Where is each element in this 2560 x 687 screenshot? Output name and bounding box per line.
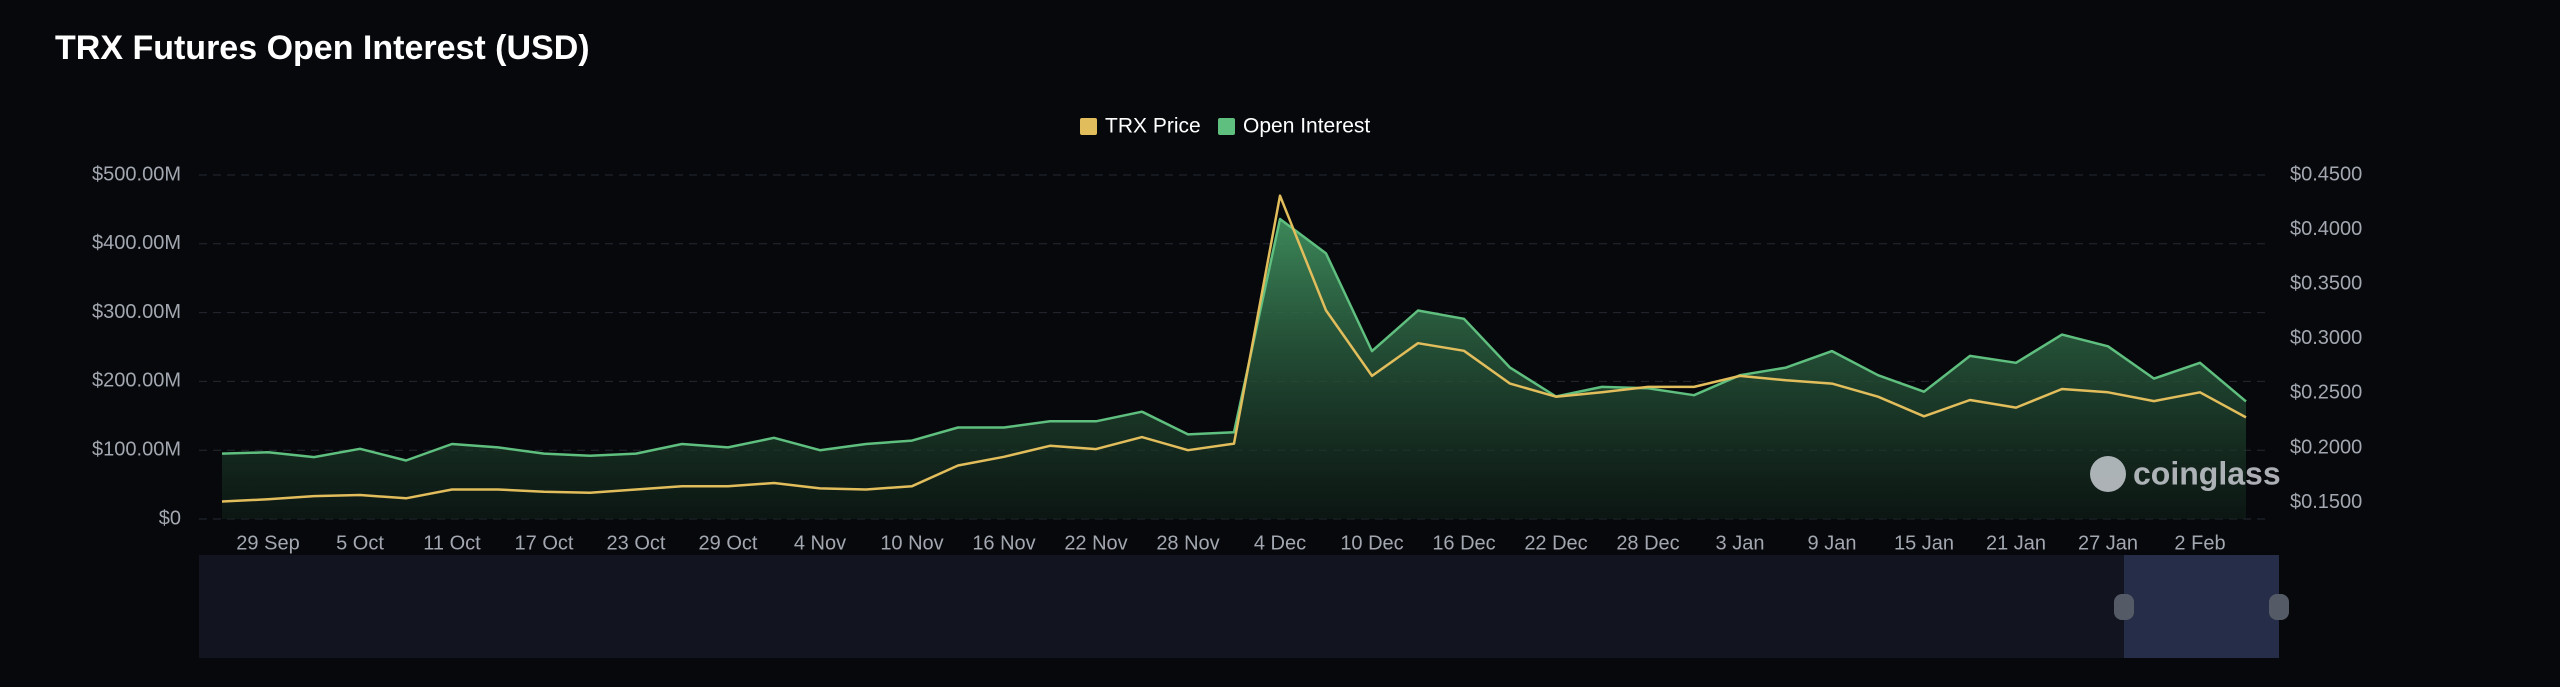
y-tick-label: $300.00M [92, 301, 181, 323]
area [222, 219, 2246, 519]
x-tick-label: 11 Oct [423, 532, 481, 554]
legend-label[interactable]: TRX Price [1105, 115, 1201, 138]
watermark: coinglass [2133, 455, 2281, 491]
x-tick-label: 17 Oct [515, 532, 574, 554]
navigator [199, 555, 2279, 658]
y-tick-label: $200.00M [92, 370, 181, 392]
y2-tick-label: $0.3500 [2290, 272, 2362, 294]
legend-swatch [1080, 118, 1097, 135]
x-tick-label: 10 Nov [880, 532, 943, 554]
chart-title: TRX Futures Open Interest (USD) [55, 29, 590, 67]
x-tick-label: 4 Dec [1254, 532, 1306, 554]
x-tick-label: 23 Oct [607, 532, 666, 554]
x-tick-label: 9 Jan [1808, 532, 1857, 554]
x-tick-label: 2 Feb [2174, 532, 2225, 554]
x-tick-label: 16 Nov [972, 532, 1035, 554]
x-tick-label: 16 Dec [1432, 532, 1495, 554]
y-tick-label: $500.00M [92, 163, 181, 185]
x-tick-label: 29 Oct [699, 532, 758, 554]
x-tick-label: 15 Jan [1894, 532, 1954, 554]
navigator-handle [2269, 594, 2289, 620]
legend-swatch [1218, 118, 1235, 135]
y2-tick-label: $0.2000 [2290, 436, 2362, 458]
line [221, 217, 2247, 462]
y2-tick-label: $0.2500 [2290, 382, 2362, 404]
y2-tick-label: $0.3000 [2290, 327, 2362, 349]
y-tick-label: $400.00M [92, 232, 181, 254]
y-tick-label: $100.00M [92, 438, 181, 460]
x-tick-label: 27 Jan [2078, 532, 2138, 554]
x-tick-label: 5 Oct [336, 532, 384, 554]
line [221, 194, 2247, 503]
navigator-handle [2114, 594, 2134, 620]
x-tick-label: 4 Nov [794, 532, 846, 554]
watermark-logo [2090, 456, 2126, 492]
x-tick-label: 22 Dec [1524, 532, 1587, 554]
y-tick-label: $0 [159, 507, 181, 529]
legend-label[interactable]: Open Interest [1243, 115, 1370, 138]
navigator-selection [2124, 555, 2279, 658]
y2-tick-label: $0.4000 [2290, 218, 2362, 240]
y2-tick-label: $0.1500 [2290, 491, 2362, 513]
x-tick-label: 28 Dec [1616, 532, 1679, 554]
x-tick-label: 29 Sep [236, 532, 299, 554]
x-tick-label: 28 Nov [1156, 532, 1219, 554]
x-tick-label: 10 Dec [1340, 532, 1403, 554]
y2-tick-label: $0.4500 [2290, 163, 2362, 185]
x-tick-label: 21 Jan [1986, 532, 2046, 554]
x-tick-label: 3 Jan [1716, 532, 1765, 554]
x-tick-label: 22 Nov [1064, 532, 1127, 554]
